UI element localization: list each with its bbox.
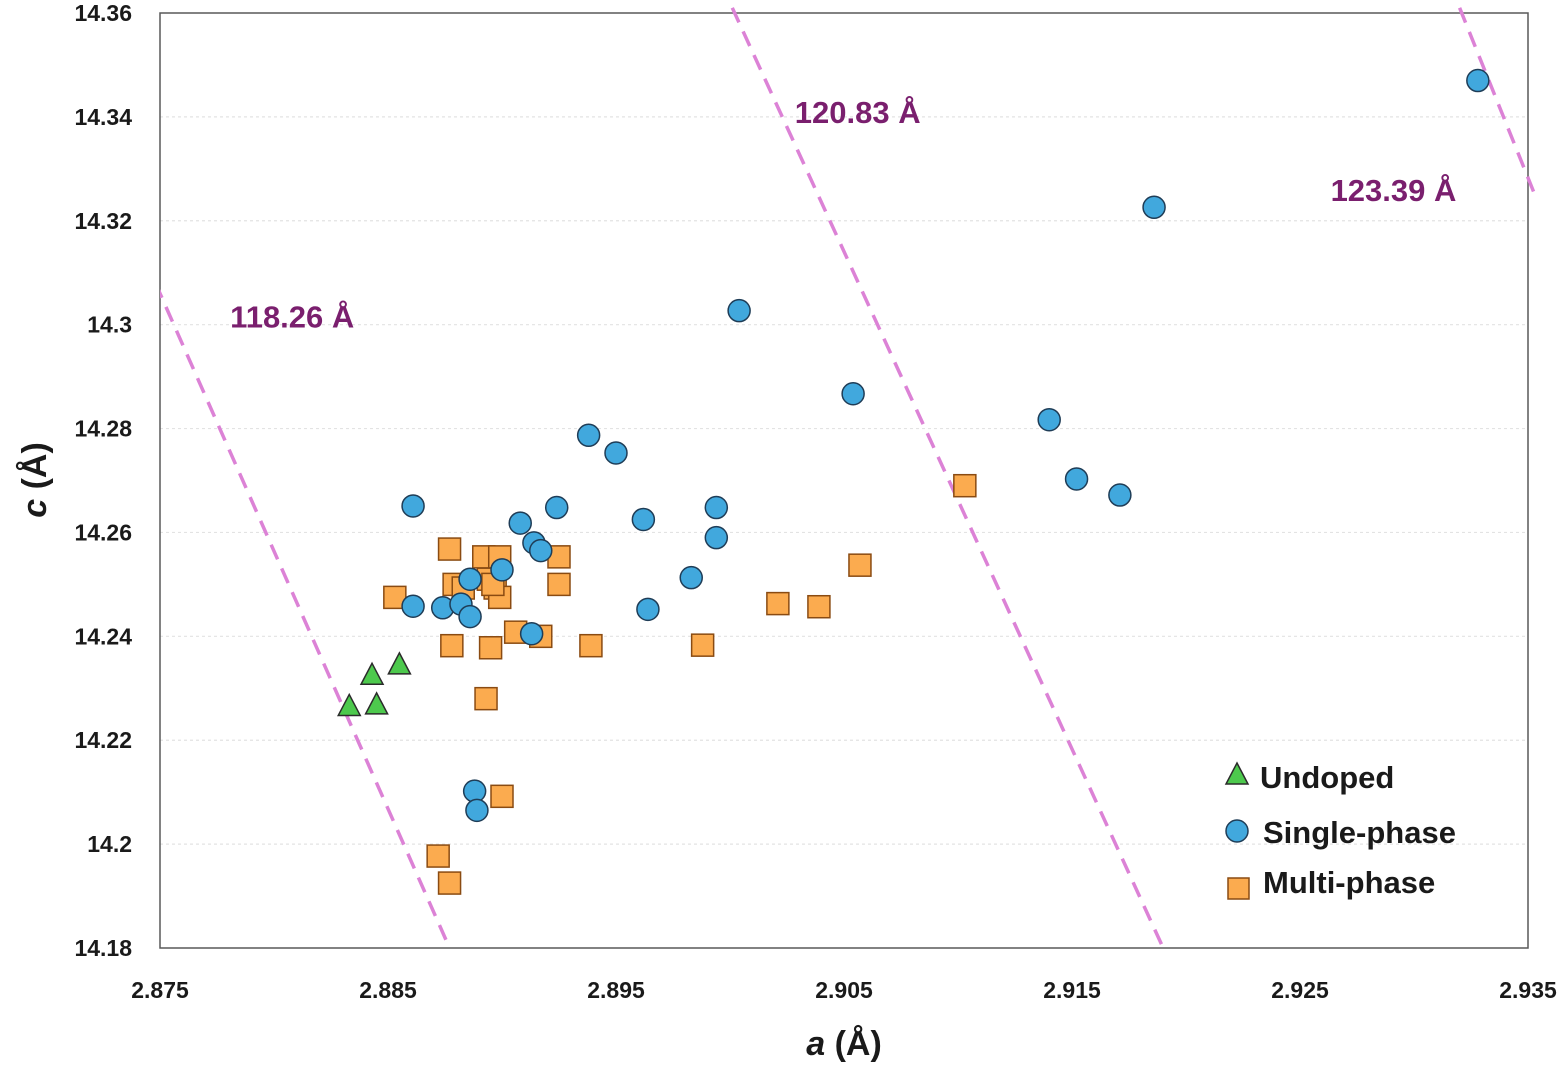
multi-phase-point-2 bbox=[437, 537, 462, 561]
multi-phase-point-20 bbox=[426, 844, 450, 868]
multi-phase-point-12 bbox=[478, 636, 503, 660]
multi-phase-point-18 bbox=[579, 633, 603, 658]
x-tick-label-2.905: 2.905 bbox=[815, 977, 873, 1003]
x-tick-label-2.935: 2.935 bbox=[1499, 977, 1557, 1003]
multi-phase-point-24 bbox=[807, 594, 831, 619]
single-phase-point-28 bbox=[465, 798, 489, 823]
x-tick-label-2.875: 2.875 bbox=[131, 977, 189, 1003]
single-phase-point-22 bbox=[1037, 407, 1061, 432]
legend-label-undoped: Undoped bbox=[1260, 760, 1394, 795]
multi-phase-point-3 bbox=[440, 633, 464, 658]
multi-phase-point-26 bbox=[953, 473, 977, 498]
x-tick-label-2.885: 2.885 bbox=[359, 977, 417, 1003]
single-phase-point-1 bbox=[401, 494, 425, 518]
single-phase-point-16 bbox=[636, 597, 660, 622]
y-tick-label-14.28: 14.28 bbox=[74, 416, 132, 442]
y-tick-label-14.26: 14.26 bbox=[74, 519, 132, 545]
y-tick-label-14.36: 14.36 bbox=[74, 0, 132, 26]
single-phase-point-14 bbox=[604, 441, 628, 465]
single-phase-point-24 bbox=[1108, 483, 1132, 507]
grid bbox=[160, 116, 1528, 845]
x-tick-label-2.925: 2.925 bbox=[1271, 977, 1329, 1003]
single-phase-point-8 bbox=[508, 511, 532, 535]
single-phase-point-6 bbox=[458, 567, 482, 591]
reference-line-2 bbox=[730, 7, 1165, 948]
y-axis-title: c (Å) bbox=[16, 442, 54, 518]
legend-marker-multi-phase bbox=[1227, 877, 1250, 900]
legend-marker-single-phase bbox=[1225, 819, 1249, 843]
undoped-point-4 bbox=[387, 651, 412, 675]
y-tick-label-14.34: 14.34 bbox=[74, 104, 132, 130]
x-tick-label-2.895: 2.895 bbox=[587, 977, 645, 1003]
single-phase-point-25 bbox=[1142, 195, 1166, 220]
x-tick-labels: 2.875 2.885 2.895 2.905 2.915 2.925 2.935 bbox=[131, 977, 1557, 1003]
volume-annotation-2: 120.83 Å bbox=[795, 95, 921, 130]
single-phase-point-7 bbox=[490, 558, 514, 582]
legend-label-single-phase: Single-phase bbox=[1263, 815, 1456, 850]
reference-line-3 bbox=[1457, 7, 1537, 196]
y-tick-label-14.2: 14.2 bbox=[87, 831, 132, 857]
single-phase-point-15 bbox=[631, 507, 656, 532]
single-phase-point-26 bbox=[1466, 68, 1490, 93]
multi-phase-point-22 bbox=[690, 633, 715, 657]
undoped-point-1 bbox=[337, 692, 362, 717]
reference-line-1 bbox=[160, 289, 452, 948]
y-tick-label-14.24: 14.24 bbox=[74, 623, 132, 649]
multi-phase-point-23 bbox=[766, 591, 790, 616]
single-phase-point-19 bbox=[704, 525, 729, 550]
single-phase-point-12 bbox=[544, 495, 569, 520]
x-axis-title: a (Å) bbox=[806, 1025, 882, 1063]
single-phase-point-5 bbox=[458, 604, 482, 629]
single-phase-point-17 bbox=[679, 565, 703, 590]
single-phase-point-10 bbox=[529, 538, 553, 563]
x-tick-label-2.915: 2.915 bbox=[1043, 977, 1101, 1003]
data-points bbox=[337, 68, 1490, 895]
single-phase-point-11 bbox=[519, 621, 544, 646]
single-phase-point-20 bbox=[727, 298, 751, 323]
volume-annotation-3: 123.39 Å bbox=[1331, 173, 1457, 208]
reference-lines bbox=[160, 7, 1537, 948]
annotations: 118.26 Å 120.83 Å 123.39 Å bbox=[230, 95, 1456, 334]
single-phase-point-23 bbox=[1064, 467, 1089, 491]
y-tick-label-14.22: 14.22 bbox=[74, 727, 132, 753]
multi-phase-point-25 bbox=[848, 553, 872, 577]
legend-label-multi-phase: Multi-phase bbox=[1263, 865, 1435, 900]
single-phase-point-13 bbox=[576, 423, 601, 448]
multi-phase-point-13 bbox=[474, 686, 498, 711]
multi-phase-point-17 bbox=[547, 572, 571, 597]
legend: Undoped Single-phase Multi-phase bbox=[1224, 760, 1456, 900]
single-phase-point-2 bbox=[401, 594, 425, 618]
y-tick-label-14.18: 14.18 bbox=[74, 935, 132, 961]
undoped-point-2 bbox=[359, 661, 385, 686]
multi-phase-point-19 bbox=[490, 784, 514, 809]
legend-marker-undoped bbox=[1224, 761, 1250, 785]
single-phase-point-18 bbox=[704, 495, 729, 520]
multi-phase-point-21 bbox=[437, 871, 462, 895]
y-tick-label-14.32: 14.32 bbox=[74, 208, 132, 234]
undoped-point-3 bbox=[364, 691, 389, 715]
volume-annotation-1: 118.26 Å bbox=[230, 299, 354, 334]
plot-area-frame bbox=[159, 12, 1529, 949]
single-phase-point-21 bbox=[841, 382, 865, 406]
y-tick-labels: 14.18 14.2 14.22 14.24 14.26 14.28 14.3 14.32 14… bbox=[74, 0, 132, 961]
y-tick-label-14.3: 14.3 bbox=[87, 312, 132, 338]
